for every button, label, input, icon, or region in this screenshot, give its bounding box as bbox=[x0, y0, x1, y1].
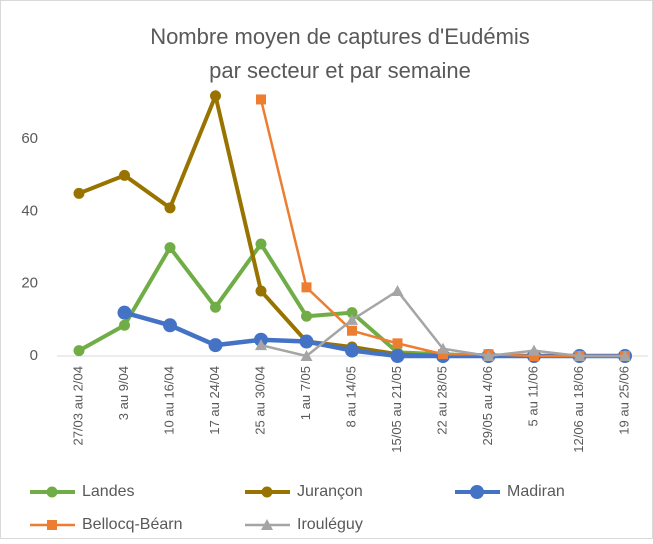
chart-title: par secteur et par semaine bbox=[209, 58, 471, 83]
data-point bbox=[482, 350, 495, 361]
data-point bbox=[255, 339, 267, 351]
data-point bbox=[529, 351, 539, 361]
data-point bbox=[300, 350, 313, 361]
x-tick-label: 17 au 24/04 bbox=[207, 366, 222, 435]
x-tick-label: 12/06 au 18/06 bbox=[571, 366, 586, 453]
data-point bbox=[528, 344, 540, 356]
data-point bbox=[301, 282, 312, 293]
legend-label: Jurançon bbox=[297, 483, 363, 500]
x-tick-label: 8 au 14/05 bbox=[343, 366, 358, 427]
legend-label: Madiran bbox=[507, 483, 565, 500]
data-point bbox=[164, 202, 176, 214]
data-point bbox=[208, 338, 223, 353]
legend-marker bbox=[261, 519, 273, 530]
data-point bbox=[619, 350, 631, 361]
data-point bbox=[255, 285, 267, 297]
data-point bbox=[391, 284, 404, 296]
data-point bbox=[73, 187, 85, 199]
legend-marker bbox=[46, 486, 58, 498]
data-point bbox=[163, 318, 177, 333]
data-point bbox=[347, 325, 357, 336]
data-point bbox=[164, 242, 176, 254]
data-point bbox=[438, 349, 448, 360]
legend-label: Landes bbox=[82, 483, 135, 500]
y-tick-label: 60 bbox=[21, 130, 38, 147]
y-tick-label: 0 bbox=[30, 347, 38, 364]
data-point bbox=[573, 350, 586, 361]
y-tick-label: 20 bbox=[21, 275, 38, 292]
x-tick-label: 27/03 au 2/04 bbox=[70, 366, 85, 446]
legend-marker bbox=[261, 486, 273, 498]
x-tick-label: 15/05 au 21/05 bbox=[389, 366, 404, 453]
x-tick-label: 1 au 7/05 bbox=[298, 366, 313, 420]
data-point bbox=[256, 94, 266, 105]
legend-label: Bellocq-Béarn bbox=[82, 516, 183, 533]
x-tick-label: 22 au 28/05 bbox=[434, 366, 449, 435]
data-point bbox=[73, 345, 85, 357]
data-point bbox=[119, 169, 130, 181]
data-point bbox=[210, 301, 221, 313]
x-tick-label: 3 au 9/04 bbox=[116, 366, 131, 420]
data-point bbox=[119, 319, 130, 331]
data-point bbox=[210, 90, 221, 102]
legend-marker bbox=[470, 485, 484, 499]
data-point bbox=[255, 238, 267, 250]
x-tick-label: 5 au 11/06 bbox=[525, 366, 540, 426]
data-point bbox=[346, 313, 358, 325]
x-tick-label: 10 au 16/04 bbox=[161, 366, 176, 435]
chart-title: Nombre moyen de captures d'Eudémis bbox=[150, 24, 530, 49]
data-point bbox=[346, 307, 358, 319]
y-tick-label: 40 bbox=[21, 202, 38, 219]
x-tick-label: 29/05 au 4/06 bbox=[480, 366, 495, 446]
data-point bbox=[392, 338, 403, 349]
x-tick-label: 25 au 30/04 bbox=[252, 366, 267, 435]
x-tick-label: 19 au 25/06 bbox=[616, 366, 631, 435]
legend-label: Irouléguy bbox=[297, 516, 363, 533]
data-point bbox=[299, 334, 314, 349]
data-point bbox=[345, 343, 359, 358]
data-point bbox=[117, 305, 132, 320]
legend-marker bbox=[47, 520, 57, 530]
data-point bbox=[390, 349, 405, 363]
data-point bbox=[437, 342, 449, 354]
data-point bbox=[301, 310, 312, 322]
